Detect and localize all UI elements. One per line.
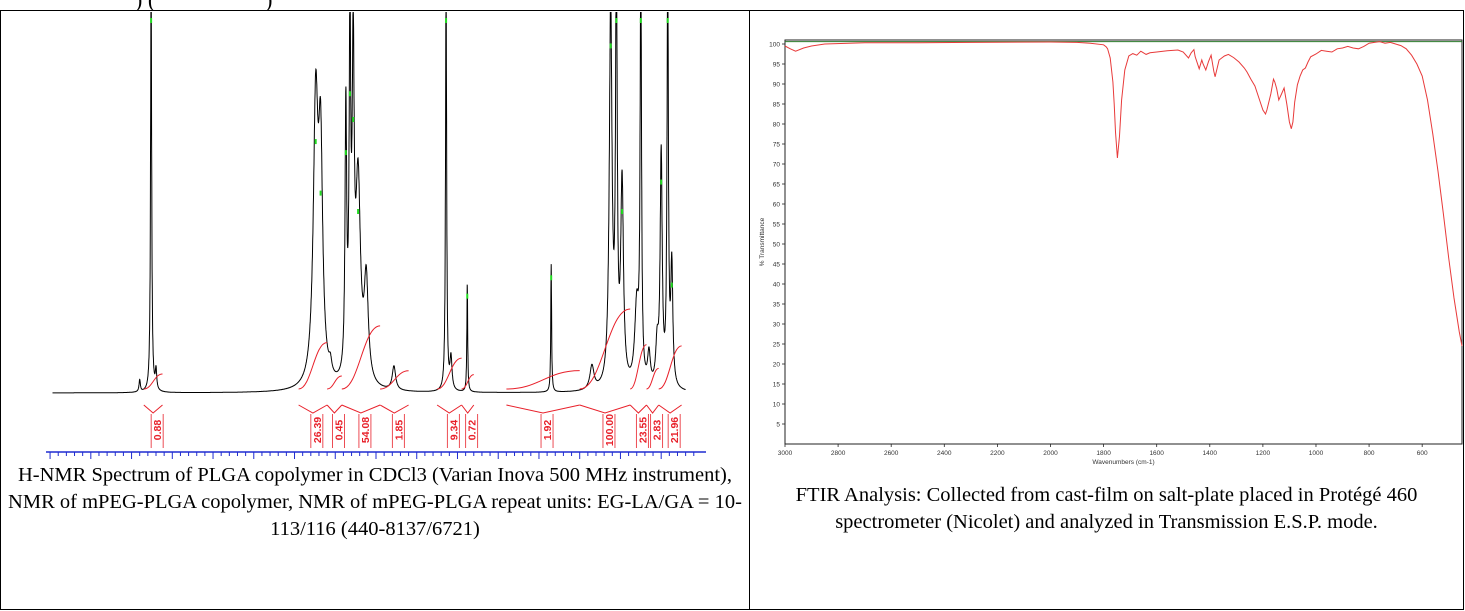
nmr-integral-label: 0.45 [333,420,345,441]
ftir-y-tick-label: 40 [773,282,781,289]
ftir-y-tick-label: 95 [773,62,781,69]
nmr-integral-curve [298,341,328,390]
ftir-y-tick-label: 55 [773,222,781,229]
ftir-spectrum-line [784,41,1463,347]
ftir-x-tick-label: 800 [1364,450,1375,457]
ftir-y-tick-label: 75 [773,142,781,149]
ftir-y-tick-label: 15 [773,382,781,389]
nmr-integral-bracket [506,404,580,414]
ftir-x-tick-label: 1800 [1096,450,1111,457]
nmr-integral-bracket [629,404,647,414]
nmr-integral-curve [341,325,381,390]
nmr-integral-bracket [461,404,475,414]
ftir-x-tick-label: 2800 [831,450,846,457]
ftir-y-tick-label: 90 [773,82,781,89]
ftir-y-tick-label: 10 [773,402,781,409]
nmr-integral-curve [579,308,631,390]
nmr-chart: 0.88 26.39 0.45 54.08 1.85 9.34 0.72 1.92 100.00… [46,12,706,459]
nmr-integral-label: 9.34 [448,420,460,441]
nmr-integral-bracket [379,404,409,414]
nmr-integral-label: 1.85 [393,420,405,441]
nmr-integral-curve [461,374,474,390]
ftir-y-tick-label: 45 [773,262,781,269]
ftir-x-tick-label: 1400 [1203,450,1218,457]
ftir-y-tick-label: 30 [773,322,781,329]
ftir-y-tick-label: 25 [773,342,781,349]
ftir-caption: FTIR Analysis: Collected from cast-film … [795,484,1418,533]
ftir-y-tick-label: 20 [773,362,781,369]
nmr-integral-bracket [341,404,381,414]
ftir-x-tick-label: 1200 [1256,450,1271,457]
ftir-y-tick-label: 60 [773,202,781,209]
nmr-integral-label: 0.72 [467,420,479,441]
nmr-caption: H-NMR Spectrum of PLGA copolymer in CDCl… [8,464,742,540]
ftir-y-tick-label: 50 [773,242,781,249]
top-strip: ) ( ) [0,0,1465,12]
ftir-x-tick-label: 2000 [1043,450,1058,457]
ftir-y-tick-label: 85 [773,102,781,109]
nmr-integral-curve [646,367,659,390]
ftir-y-tick-label: 5 [776,422,780,429]
nmr-integral-curve [326,375,342,390]
ftir-y-tick-label: 80 [773,122,781,129]
ftir-x-tick-label: 3000 [778,450,793,457]
nmr-integral-bracket [326,404,343,414]
nmr-integral-curve [506,370,580,390]
ftir-x-tick-label: 2400 [937,450,952,457]
top-cut-text: ) ( ) [135,0,272,12]
ftir-x-tick-label: 600 [1417,450,1428,457]
ftir-x-tick-label: 2200 [990,450,1005,457]
nmr-integral-bracket [646,404,660,414]
nmr-integral-bracket [298,404,328,414]
nmr-integral-bracket [658,404,682,414]
nmr-integral-label: 26.39 [312,417,324,443]
ftir-plot-frame [784,39,1463,445]
nmr-integral-curve [658,345,682,390]
ftir-y-axis-label: % Transmittance [759,217,766,266]
nmr-integral-bracket [579,404,631,414]
ftir-y-tick-label: 65 [773,182,781,189]
ftir-chart: 5 10 15 20 25 30 35 40 45 50 55 60 65 70 75 80 85 90 95 100… [759,39,1463,466]
nmr-integral-label: 100.00 [604,414,616,446]
ftir-x-tick-label: 1000 [1309,450,1324,457]
nmr-integral-label: 1.92 [542,420,554,441]
nmr-spectrum-line [52,12,686,394]
nmr-integral-label: 23.55 [637,417,649,443]
ftir-x-axis-label: Wavenumbers (cm-1) [1092,459,1154,466]
nmr-integral-bracket [143,404,163,414]
ftir-y-tick-label: 100 [769,42,780,49]
ftir-y-tick-label: 35 [773,302,781,309]
nmr-integral-curve [380,370,409,390]
nmr-integral-bracket [436,404,462,414]
nmr-integral-label: 2.83 [652,420,664,441]
ftir-x-tick-label: 1600 [1149,450,1164,457]
nmr-integral-curve [143,373,163,390]
ftir-y-tick-label: 70 [773,162,781,169]
nmr-integral-label: 21.96 [669,417,681,443]
ftir-x-tick-label: 2600 [884,450,899,457]
nmr-integral-curve [629,344,647,390]
nmr-integral-label: 0.88 [152,420,164,441]
nmr-integral-curve [436,357,462,390]
nmr-integral-label: 54.08 [360,417,372,443]
